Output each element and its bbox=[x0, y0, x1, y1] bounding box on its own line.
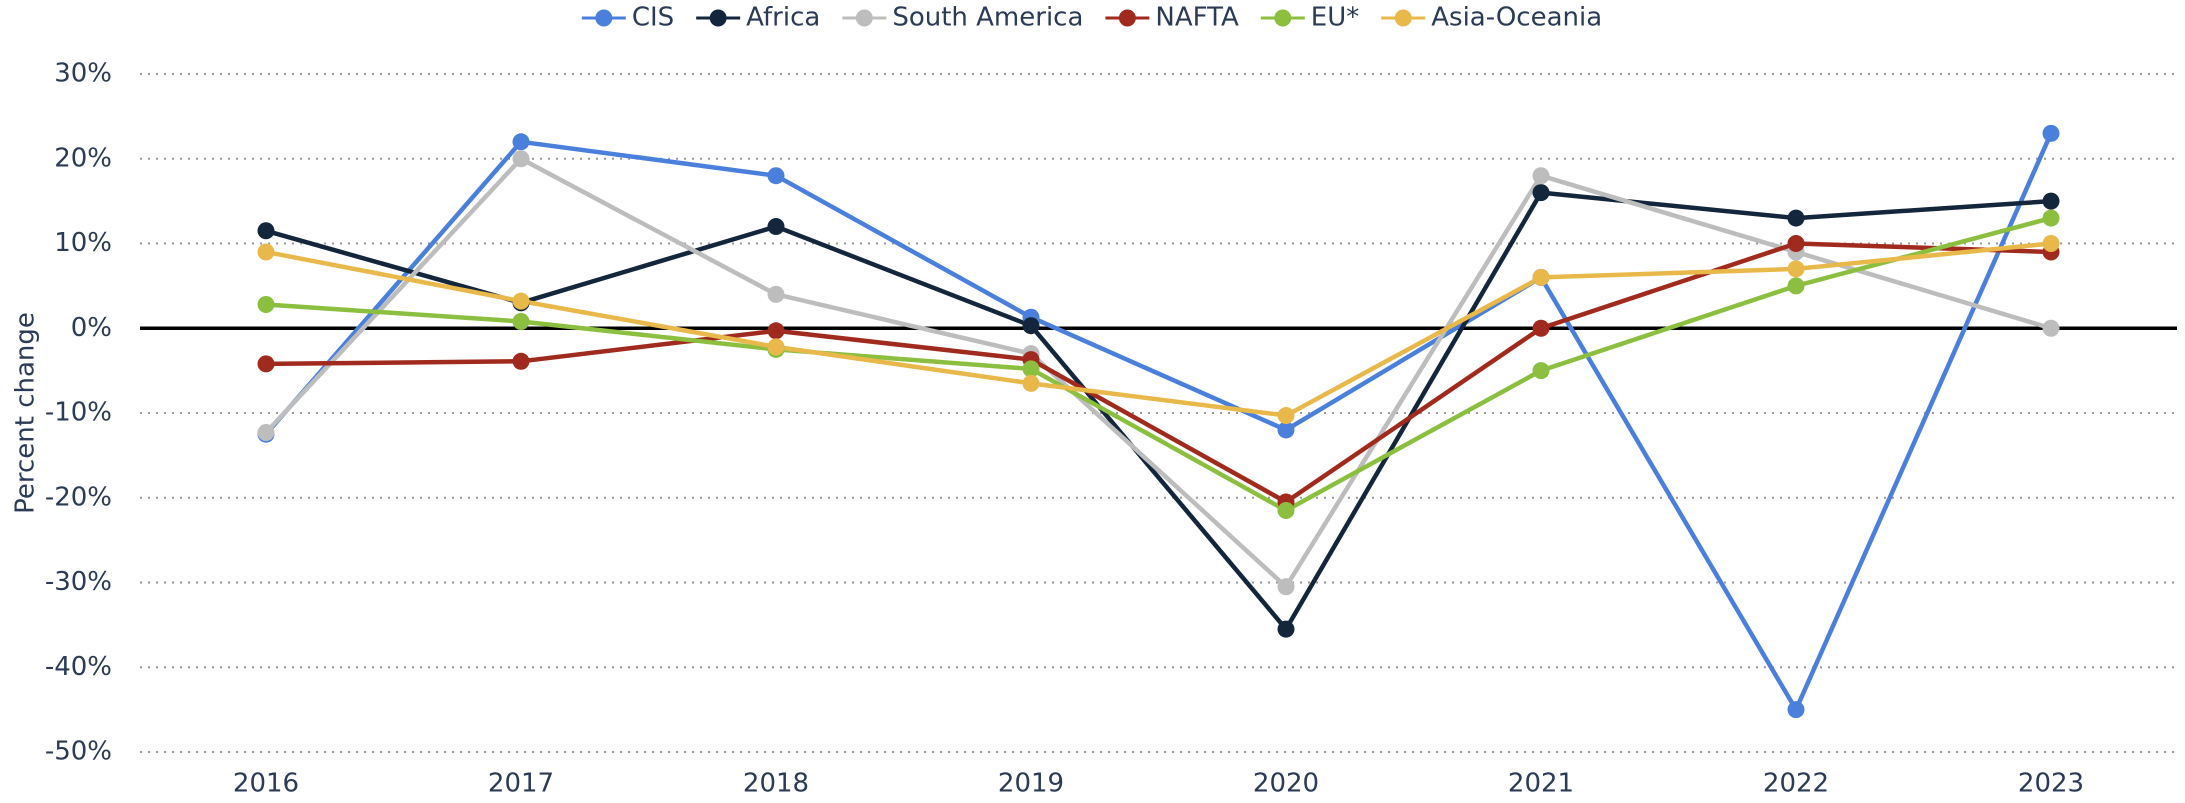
data-point bbox=[1022, 360, 1040, 378]
y-tick-label: 10% bbox=[54, 228, 112, 258]
data-point bbox=[2042, 192, 2060, 210]
data-point bbox=[257, 243, 275, 261]
data-point bbox=[767, 322, 785, 340]
legend-label: South America bbox=[892, 3, 1083, 33]
x-tick-label: 2019 bbox=[998, 769, 1064, 799]
x-tick-label: 2018 bbox=[743, 769, 809, 799]
x-tick-label: 2022 bbox=[1763, 769, 1829, 799]
x-tick-label: 2020 bbox=[1253, 769, 1319, 799]
legend-marker bbox=[709, 9, 727, 27]
data-point bbox=[512, 312, 530, 330]
series-line bbox=[264, 156, 2052, 589]
legend-marker bbox=[855, 9, 873, 27]
legend-marker bbox=[1274, 9, 1292, 27]
data-point bbox=[1277, 421, 1295, 439]
legend-label: Asia-Oceania bbox=[1431, 3, 1602, 33]
legend-label: NAFTA bbox=[1155, 3, 1239, 33]
data-point bbox=[1532, 268, 1550, 286]
series-line bbox=[265, 215, 2052, 513]
series-line bbox=[265, 241, 2052, 418]
legend-label: EU* bbox=[1311, 3, 1359, 33]
data-point bbox=[1277, 407, 1295, 425]
data-point bbox=[257, 355, 275, 373]
series-line bbox=[265, 241, 2052, 505]
y-tick-label: -40% bbox=[45, 652, 112, 682]
y-tick-label: -20% bbox=[45, 482, 112, 512]
data-point bbox=[2042, 319, 2060, 337]
x-tick-label: 2021 bbox=[1508, 769, 1574, 799]
data-point bbox=[1022, 317, 1040, 335]
y-tick-label: -10% bbox=[45, 398, 112, 428]
data-point bbox=[1532, 362, 1550, 380]
data-point bbox=[257, 296, 275, 314]
data-point bbox=[767, 167, 785, 185]
series-line bbox=[264, 132, 2054, 712]
data-point bbox=[1277, 501, 1295, 519]
series-line bbox=[265, 190, 2052, 632]
x-tick-label: 2023 bbox=[2018, 769, 2084, 799]
data-point bbox=[767, 285, 785, 303]
data-point bbox=[1532, 184, 1550, 202]
legend-label: CIS bbox=[632, 3, 674, 33]
data-point bbox=[1532, 167, 1550, 185]
data-point bbox=[767, 338, 785, 356]
legend-label: Africa bbox=[746, 3, 820, 33]
legend-marker bbox=[595, 9, 613, 27]
y-tick-label: -30% bbox=[45, 567, 112, 597]
x-tick-label: 2016 bbox=[233, 769, 299, 799]
x-tick-label: 2017 bbox=[488, 769, 554, 799]
data-point bbox=[512, 352, 530, 370]
y-tick-label: 0% bbox=[71, 313, 112, 343]
data-point bbox=[2042, 209, 2060, 227]
legend: CIS Africa South America NAFTA EU* Asia-Ocean… bbox=[581, 3, 1602, 33]
data-point bbox=[512, 133, 530, 151]
data-point bbox=[257, 423, 275, 441]
data-point bbox=[1532, 319, 1550, 337]
y-tick-label: -50% bbox=[45, 737, 112, 767]
y-axis-label: Percent change bbox=[11, 312, 41, 514]
data-point bbox=[1277, 620, 1295, 638]
legend-marker bbox=[1118, 9, 1136, 27]
data-point bbox=[1787, 260, 1805, 278]
data-point bbox=[512, 150, 530, 168]
data-point bbox=[2042, 124, 2060, 142]
data-point bbox=[1022, 374, 1040, 392]
data-point bbox=[257, 222, 275, 240]
data-point bbox=[1787, 277, 1805, 295]
legend-marker bbox=[1394, 9, 1412, 27]
data-point bbox=[1277, 578, 1295, 596]
y-tick-label: 20% bbox=[54, 143, 112, 173]
data-point bbox=[1787, 701, 1805, 719]
data-point bbox=[767, 218, 785, 236]
data-point bbox=[2042, 235, 2060, 252]
data-point bbox=[512, 292, 530, 310]
y-tick-label: 30% bbox=[54, 59, 112, 89]
data-point bbox=[1787, 209, 1805, 227]
data-point bbox=[1787, 235, 1805, 252]
